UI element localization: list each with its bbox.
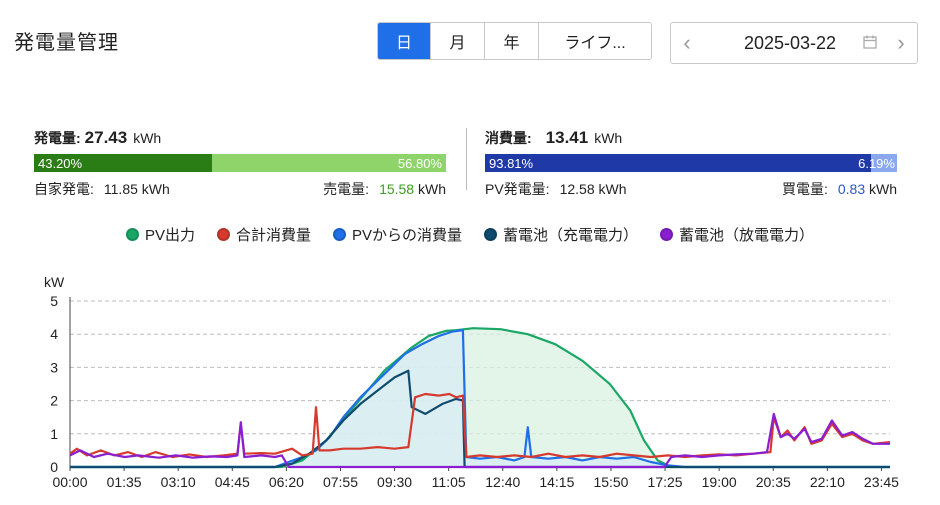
sell-value: 15.58 bbox=[379, 181, 415, 197]
sell-pct-label: 56.80% bbox=[397, 155, 442, 171]
legend-label: 合計消費量 bbox=[235, 227, 311, 244]
series-line-3 bbox=[70, 369, 890, 469]
tab-month[interactable]: 月 bbox=[431, 23, 485, 59]
y-tick-label: 5 bbox=[50, 293, 58, 309]
y-tick-label: 4 bbox=[50, 326, 58, 342]
series-area-0 bbox=[70, 328, 890, 467]
chevron-right-icon[interactable]: › bbox=[897, 30, 905, 55]
tab-lifetime[interactable]: ライフ... bbox=[539, 23, 651, 59]
x-tick-label: 19:00 bbox=[702, 474, 737, 490]
legend-label: 蓄電池（放電電力） bbox=[679, 227, 815, 244]
y-axis-label: kW bbox=[44, 274, 65, 290]
self-unit: kWh bbox=[141, 181, 170, 197]
x-tick-label: 17:25 bbox=[648, 474, 683, 490]
date-value[interactable]: 2025-03-22 bbox=[743, 32, 837, 53]
consumption-summary: 消費量: 13.41 kWh 93.81% 6.19% PV発電量: 12.58 kW… bbox=[485, 128, 897, 199]
buy-label: 買電量: bbox=[781, 181, 828, 197]
pv-consumption-segment: 93.81% bbox=[485, 154, 872, 172]
self-consumption-segment: 43.20% bbox=[34, 154, 212, 172]
sell-segment: 56.80% bbox=[211, 154, 446, 172]
x-tick-label: 00:00 bbox=[52, 474, 87, 490]
buy-pct-label: 6.19% bbox=[858, 155, 895, 171]
consumption-detail: PV発電量: 12.58 kWh 買電量: 0.83 kWh bbox=[485, 179, 897, 199]
pv-label: PV発電量: bbox=[485, 181, 550, 197]
pv-value: 12.58 bbox=[559, 181, 595, 197]
calendar-icon[interactable] bbox=[855, 34, 885, 53]
self-value: 11.85 bbox=[103, 181, 138, 197]
x-tick-label: 15:50 bbox=[593, 474, 628, 490]
power-chart[interactable]: kW 0 1 2 3 4 5 00:00 01:35 03:10 04:45 06:20 07:55 09… bbox=[0, 265, 940, 505]
consumption-label: 消費量: bbox=[485, 130, 532, 146]
self-label: 自家発電: bbox=[34, 181, 94, 197]
legend-item-total-consumption[interactable]: 合計消費量 bbox=[216, 224, 311, 245]
pv-unit: kWh bbox=[598, 181, 627, 197]
generation-header: 発電量: 27.43 kWh bbox=[34, 128, 446, 148]
y-tick-label: 0 bbox=[50, 459, 58, 475]
generation-label: 発電量: bbox=[34, 130, 81, 146]
x-tick-label: 20:35 bbox=[756, 474, 791, 490]
consumption-unit: kWh bbox=[594, 130, 623, 146]
legend-item-pv-consumption[interactable]: PVからの消費量 bbox=[332, 224, 462, 245]
legend-dot-icon bbox=[660, 228, 674, 241]
generation-summary: 発電量: 27.43 kWh 43.20% 56.80% 自家発電: 11.85 kW… bbox=[34, 128, 446, 199]
date-picker: ‹ 2025-03-22 › bbox=[670, 22, 918, 64]
legend-dot-icon bbox=[484, 228, 497, 241]
sell-unit: kWh bbox=[418, 181, 446, 197]
x-tick-label: 14:15 bbox=[539, 474, 574, 490]
x-tick-label: 12:40 bbox=[485, 474, 520, 490]
chart-legend: PV出力 合計消費量 PVからの消費量 蓄電池（充電電力） 蓄電池（放電電力） bbox=[0, 224, 940, 245]
buy-segment: 6.19% bbox=[858, 154, 897, 172]
x-tick-label: 03:10 bbox=[161, 474, 196, 490]
legend-item-battery-charge[interactable]: 蓄電池（充電電力） bbox=[484, 224, 638, 245]
legend-label: PV出力 bbox=[144, 227, 195, 244]
consumption-value: 13.41 bbox=[545, 128, 589, 147]
consumption-bar: 93.81% 6.19% bbox=[485, 154, 897, 172]
generation-bar: 43.20% 56.80% bbox=[34, 154, 446, 172]
buy-unit: kWh bbox=[869, 181, 897, 197]
y-tick-label: 1 bbox=[50, 426, 58, 442]
legend-item-pv-output[interactable]: PV出力 bbox=[125, 224, 195, 245]
page-title: 発電量管理 bbox=[14, 32, 119, 54]
pv-pct-label: 93.81% bbox=[489, 155, 534, 171]
x-tick-label: 07:55 bbox=[323, 474, 358, 490]
x-tick-label: 23:45 bbox=[864, 474, 899, 490]
consumption-header: 消費量: 13.41 kWh bbox=[485, 128, 897, 148]
legend-dot-icon bbox=[216, 228, 230, 241]
x-tick-label: 04:45 bbox=[215, 474, 250, 490]
x-tick-label: 06:20 bbox=[269, 474, 304, 490]
tab-day[interactable]: 日 bbox=[378, 23, 431, 59]
y-tick-label: 3 bbox=[50, 359, 58, 375]
legend-dot-icon bbox=[125, 228, 139, 241]
generation-value: 27.43 bbox=[84, 128, 128, 147]
x-tick-label: 11:05 bbox=[432, 474, 466, 490]
buy-value: 0.83 bbox=[837, 181, 866, 197]
generation-unit: kWh bbox=[133, 130, 162, 146]
legend-dot-icon bbox=[332, 228, 346, 241]
summary-divider bbox=[466, 128, 467, 190]
legend-label: PVからの消費量 bbox=[351, 227, 462, 244]
legend-label: 蓄電池（充電電力） bbox=[503, 227, 639, 244]
self-pct-label: 43.20% bbox=[38, 155, 83, 171]
legend-item-battery-discharge[interactable]: 蓄電池（放電電力） bbox=[660, 224, 814, 245]
period-tabs: 日 月 年 ライフ... bbox=[377, 22, 652, 60]
y-tick-label: 2 bbox=[50, 393, 58, 409]
x-tick-label: 22:10 bbox=[810, 474, 845, 490]
generation-detail: 自家発電: 11.85 kWh 売電量: 15.58 kWh bbox=[34, 179, 446, 199]
chevron-left-icon[interactable]: ‹ bbox=[683, 30, 691, 55]
tab-year[interactable]: 年 bbox=[485, 23, 539, 59]
sell-label: 売電量: bbox=[323, 181, 370, 197]
series-line-4 bbox=[69, 412, 890, 469]
x-tick-label: 09:30 bbox=[377, 474, 412, 490]
x-tick-label: 01:35 bbox=[107, 474, 142, 490]
